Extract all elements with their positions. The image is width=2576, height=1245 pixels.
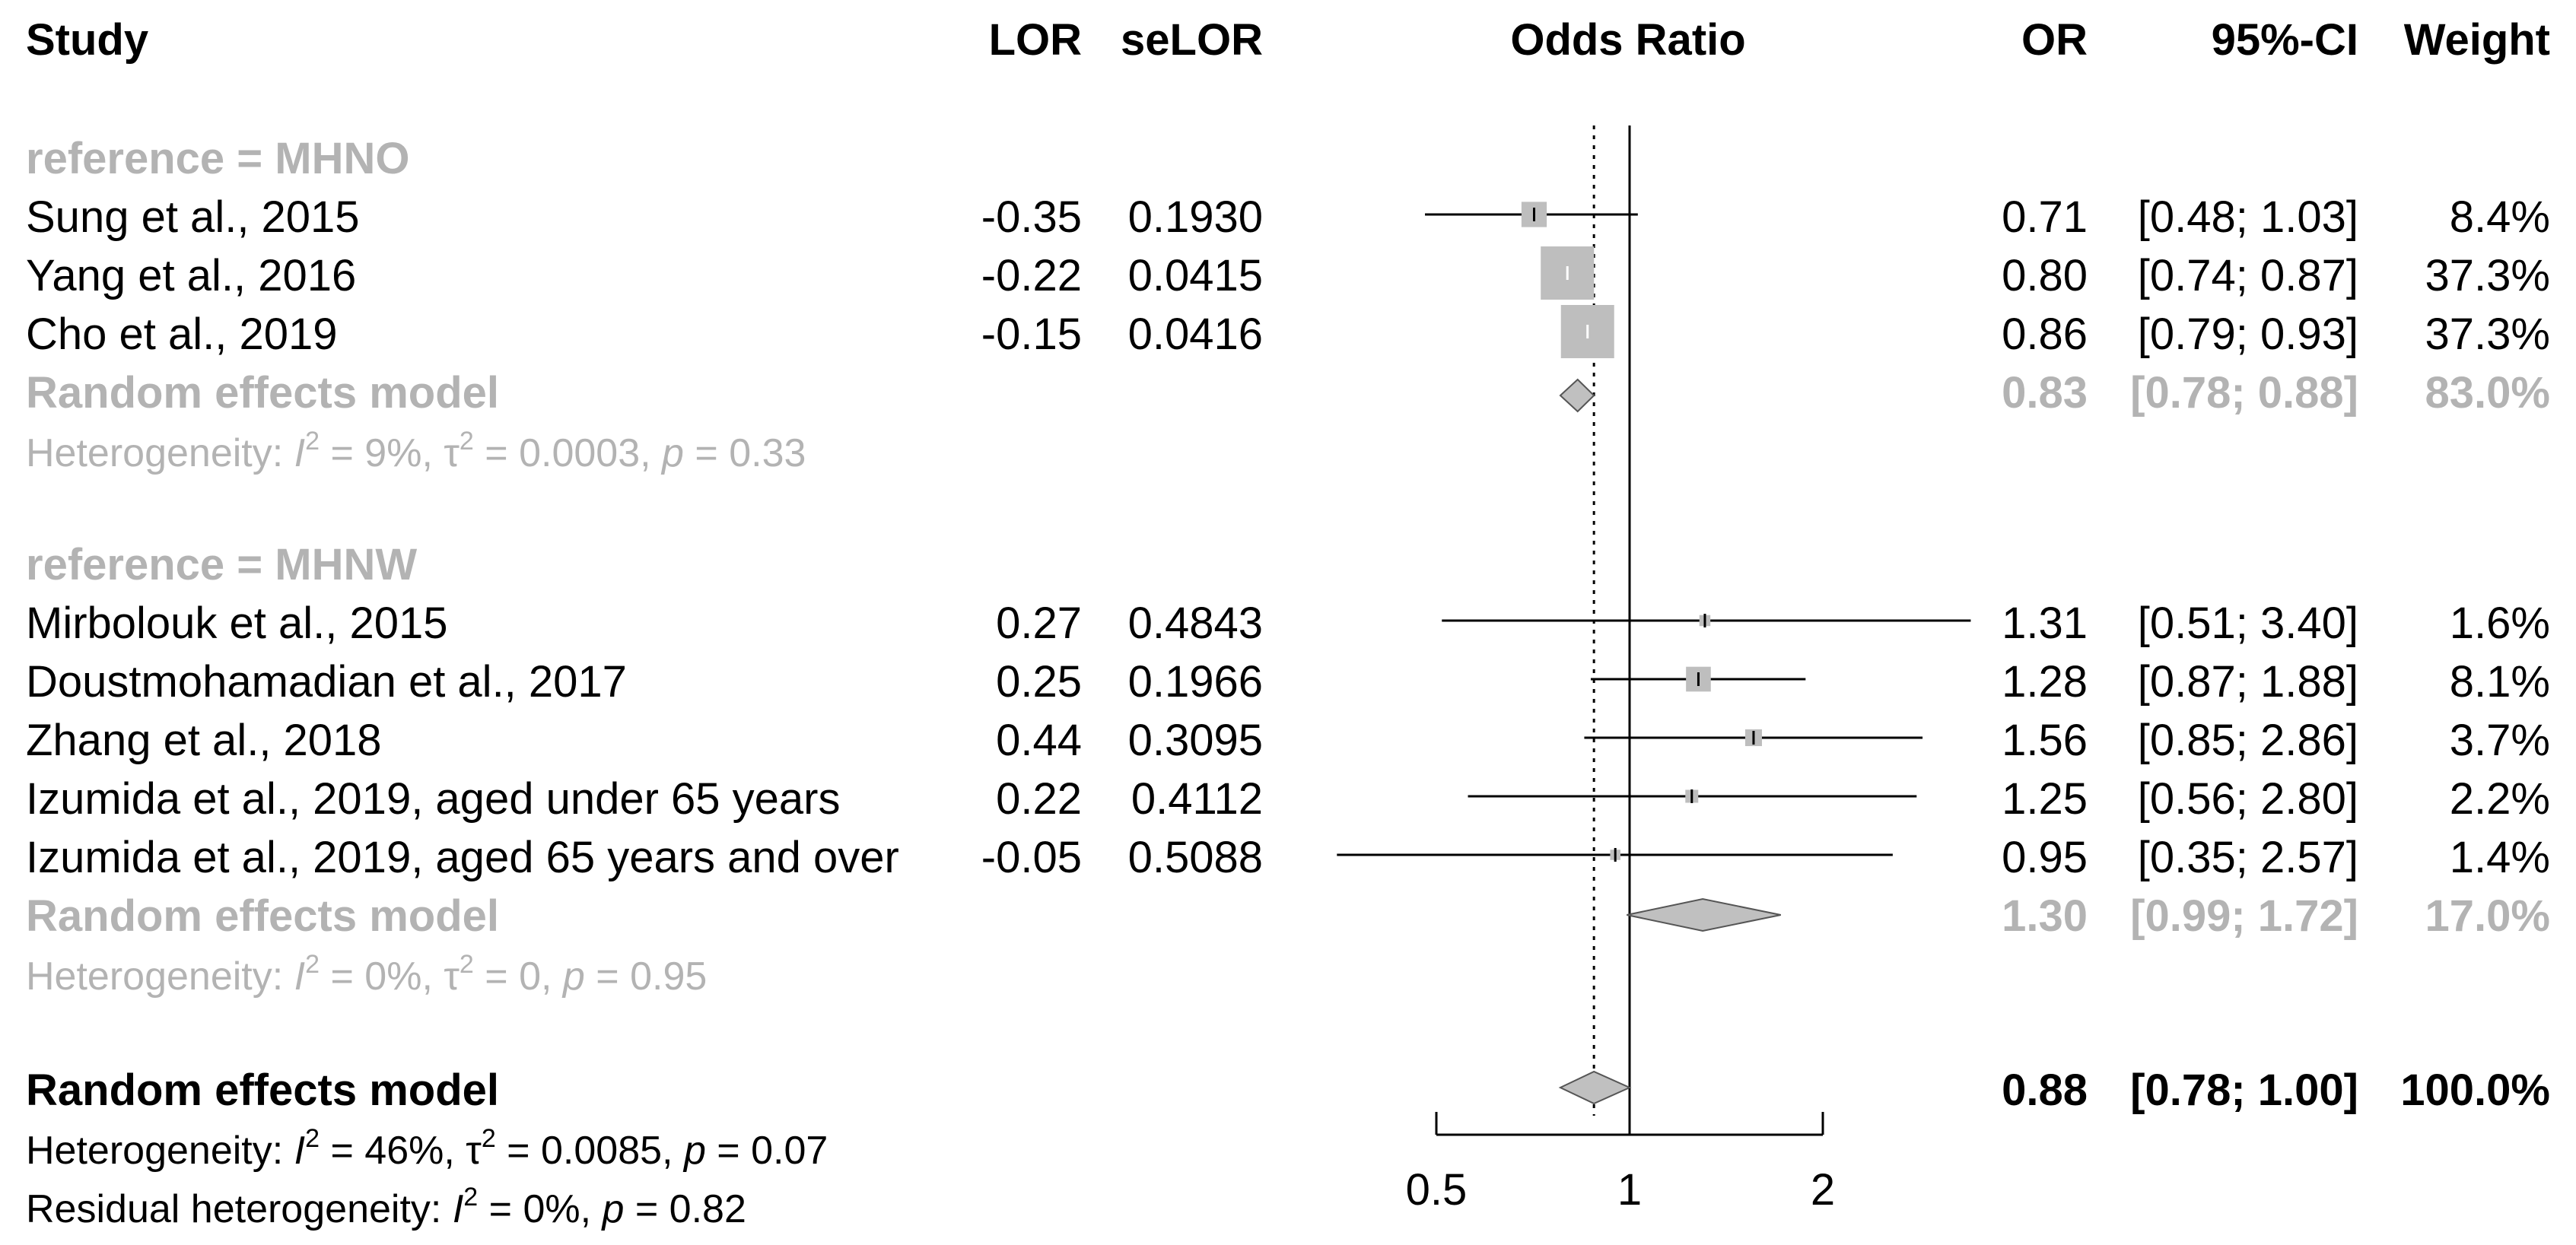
study-row: Cho et al., 2019 -0.15 0.0416 0.86 [0.79…	[26, 310, 2550, 359]
subgroup-label: reference = MHNO	[26, 134, 409, 183]
pooled-ci: [0.99; 1.72]	[2130, 891, 2358, 941]
heterogeneity-text: Heterogeneity: I2 = 9%, τ2 = 0.0003, p =…	[26, 427, 806, 475]
study-row: Sung et al., 2015 -0.35 0.1930 0.71 [0.4…	[26, 192, 2550, 242]
study-weight: 37.3%	[2425, 310, 2550, 359]
pooled-ci: [0.78; 0.88]	[2130, 368, 2358, 418]
study-selor: 0.0415	[1128, 251, 1263, 300]
pooled-row: Random effects model 1.30 [0.99; 1.72] 1…	[26, 891, 2550, 941]
study-name: Doustmohamadian et al., 2017	[26, 657, 627, 707]
study-row: Mirbolouk et al., 2015 0.27 0.4843 1.31 …	[26, 599, 2550, 648]
study-row: Izumida et al., 2019, aged 65 years and …	[26, 833, 2550, 882]
subgroup-mhno: reference = MHNO Sung et al., 2015 -0.35…	[26, 134, 2550, 475]
study-selor: 0.5088	[1128, 833, 1263, 882]
header-odds-ratio: Odds Ratio	[1510, 15, 1745, 65]
study-name: Cho et al., 2019	[26, 310, 338, 359]
study-lor: 0.25	[996, 657, 1082, 707]
overall-diamond	[1558, 1070, 1632, 1105]
study-or: 0.86	[2002, 310, 2088, 359]
study-weight: 3.7%	[2450, 716, 2550, 765]
study-or: 0.71	[2002, 192, 2088, 242]
study-selor: 0.4843	[1128, 599, 1263, 648]
subgroup-label: reference = MHNW	[26, 540, 417, 589]
header-study: Study	[26, 15, 148, 65]
study-or: 0.95	[2002, 833, 2088, 882]
study-lor: -0.05	[981, 833, 1082, 882]
study-or: 1.28	[2002, 657, 2088, 707]
study-row: Doustmohamadian et al., 2017 0.25 0.1966…	[26, 657, 2550, 707]
pooled-or: 0.83	[2002, 368, 2088, 418]
study-name: Yang et al., 2016	[26, 251, 356, 300]
pooled-diamond	[1627, 897, 1781, 932]
study-or: 1.31	[2002, 599, 2088, 648]
pooled-weight: 83.0%	[2425, 368, 2550, 418]
pooled-label: Random effects model	[26, 891, 499, 941]
header-ci: 95%-CI	[2212, 15, 2358, 65]
study-ci: [0.85; 2.86]	[2138, 716, 2358, 765]
header-or: OR	[2021, 15, 2088, 65]
study-selor: 0.4112	[1131, 774, 1263, 824]
header-selor: seLOR	[1121, 15, 1263, 65]
study-row: Yang et al., 2016 -0.22 0.0415 0.80 [0.7…	[26, 251, 2550, 300]
study-ci: [0.35; 2.57]	[2138, 833, 2358, 882]
pooled-diamond	[1559, 378, 1595, 413]
overall-weight: 100.0%	[2400, 1066, 2550, 1115]
study-selor: 0.0416	[1128, 310, 1263, 359]
overall-ci: [0.78; 1.00]	[2130, 1066, 2358, 1115]
study-weight: 1.6%	[2450, 599, 2550, 648]
study-name: Izumida et al., 2019, aged under 65 year…	[26, 774, 840, 824]
overall-heterogeneity-text: Heterogeneity: I2 = 46%, τ2 = 0.0085, p …	[26, 1124, 828, 1173]
study-name: Izumida et al., 2019, aged 65 years and …	[26, 833, 899, 882]
study-selor: 0.1930	[1128, 192, 1263, 242]
study-ci: [0.79; 0.93]	[2138, 310, 2358, 359]
study-or: 1.56	[2002, 716, 2088, 765]
study-ci: [0.87; 1.88]	[2138, 657, 2358, 707]
study-lor: 0.44	[996, 716, 1082, 765]
study-or: 0.80	[2002, 251, 2088, 300]
plot-marks: 0.5 1 2	[1337, 125, 1971, 1215]
study-weight: 37.3%	[2425, 251, 2550, 300]
column-headers: Study LOR seLOR Odds Ratio OR 95%-CI Wei…	[26, 15, 2550, 65]
study-name: Mirbolouk et al., 2015	[26, 599, 448, 648]
study-ci: [0.48; 1.03]	[2138, 192, 2358, 242]
x-tick-label: 0.5	[1406, 1165, 1468, 1215]
header-weight: Weight	[2404, 15, 2550, 65]
study-name: Zhang et al., 2018	[26, 716, 382, 765]
overall-row: Random effects model 0.88 [0.78; 1.00] 1…	[26, 1066, 2550, 1115]
pooled-row: Random effects model 0.83 [0.78; 0.88] 8…	[26, 368, 2550, 418]
x-tick-label: 2	[1811, 1165, 1835, 1215]
study-lor: -0.15	[981, 310, 1082, 359]
study-or: 1.25	[2002, 774, 2088, 824]
header-lor: LOR	[989, 15, 1082, 65]
study-row: Zhang et al., 2018 0.44 0.3095 1.56 [0.8…	[26, 716, 2550, 765]
pooled-or: 1.30	[2002, 891, 2088, 941]
study-weight: 8.1%	[2450, 657, 2550, 707]
pooled-weight: 17.0%	[2425, 891, 2550, 941]
study-lor: -0.35	[981, 192, 1082, 242]
x-tick-label: 1	[1617, 1165, 1642, 1215]
study-row: Izumida et al., 2019, aged under 65 year…	[26, 774, 2550, 824]
heterogeneity-text: Heterogeneity: I2 = 0%, τ2 = 0, p = 0.95	[26, 950, 707, 999]
study-ci: [0.56; 2.80]	[2138, 774, 2358, 824]
study-selor: 0.1966	[1128, 657, 1263, 707]
study-ci: [0.51; 3.40]	[2138, 599, 2358, 648]
study-ci: [0.74; 0.87]	[2138, 251, 2358, 300]
residual-heterogeneity-text: Residual heterogeneity: I2 = 0%, p = 0.8…	[26, 1183, 746, 1231]
study-selor: 0.3095	[1128, 716, 1263, 765]
study-weight: 2.2%	[2450, 774, 2550, 824]
pooled-label: Random effects model	[26, 368, 499, 418]
overall-section: Random effects model 0.88 [0.78; 1.00] 1…	[26, 1066, 2550, 1231]
study-weight: 1.4%	[2450, 833, 2550, 882]
study-weight: 8.4%	[2450, 192, 2550, 242]
study-lor: 0.22	[996, 774, 1082, 824]
subgroup-mhnw: reference = MHNW Mirbolouk et al., 2015 …	[26, 540, 2550, 999]
overall-label: Random effects model	[26, 1066, 499, 1115]
study-name: Sung et al., 2015	[26, 192, 360, 242]
study-lor: -0.22	[981, 251, 1082, 300]
study-lor: 0.27	[996, 599, 1082, 648]
overall-or: 0.88	[2002, 1066, 2088, 1115]
